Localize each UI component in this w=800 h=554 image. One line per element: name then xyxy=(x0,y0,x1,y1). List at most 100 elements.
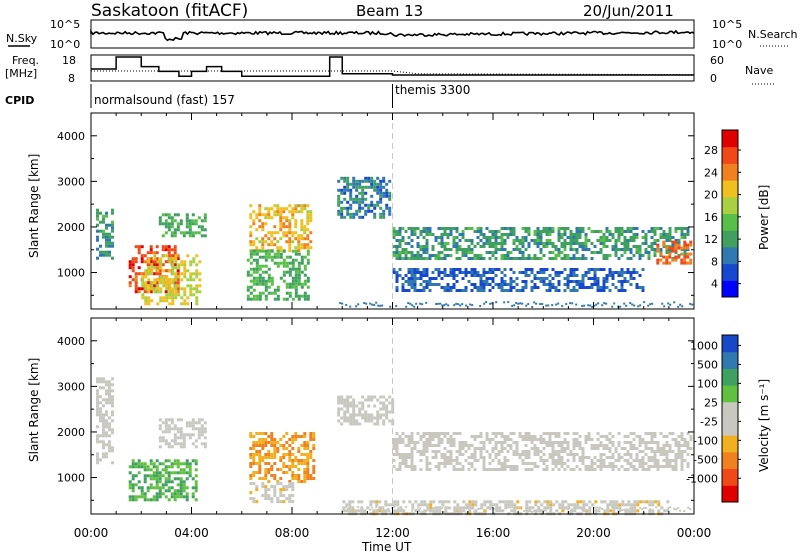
vel-colorbar-tick-label: 25 xyxy=(704,396,718,409)
vel-echo-cell xyxy=(441,500,445,504)
power-echo-cell xyxy=(422,286,426,289)
vel-echo-cell xyxy=(264,497,268,501)
power-colorbar-frame xyxy=(721,129,739,298)
power-echo-cell xyxy=(608,254,612,257)
vel-echo-cell xyxy=(671,459,675,462)
power-echo-cell xyxy=(192,260,196,264)
vel-echo-cell xyxy=(270,468,274,471)
power-echo-cell xyxy=(337,194,341,198)
power-echo-cell xyxy=(309,231,313,235)
vel-echo-cell xyxy=(134,498,138,502)
power-echo-cell xyxy=(300,285,304,289)
vel-echo-cell xyxy=(343,413,347,417)
vel-echo-cell xyxy=(388,395,392,399)
vel-echo-cell xyxy=(152,486,156,490)
vel-echo-cell xyxy=(665,435,669,438)
power-echo-cell xyxy=(449,268,453,271)
vel-echo-cell xyxy=(524,435,528,438)
vel-echo-cell xyxy=(615,506,618,509)
vel-echo-cell xyxy=(587,435,591,438)
power-echo-cell xyxy=(373,206,377,210)
vel-echo-cell xyxy=(279,468,283,471)
power-echo-cell xyxy=(346,176,350,180)
vel-echo-cell xyxy=(439,510,442,513)
power-echo-cell xyxy=(108,244,111,248)
vel-colorbar-swatch xyxy=(722,368,738,386)
vel-colorbar-tick-label: -1000 xyxy=(686,472,718,485)
power-echo-cell xyxy=(626,242,630,245)
vel-echo-cell xyxy=(446,456,450,459)
vel-echo-cell xyxy=(458,462,462,465)
vel-echo-cell xyxy=(449,450,453,453)
power-echo-cell xyxy=(294,252,298,256)
power-echo-cell xyxy=(144,275,148,279)
vel-echo-cell xyxy=(273,441,277,444)
power-echo-cell xyxy=(300,270,304,274)
vel-echo-cell xyxy=(105,392,108,396)
power-echo-cell xyxy=(264,240,268,244)
vel-echo-cell xyxy=(282,447,286,450)
vel-echo-cell xyxy=(288,450,292,453)
power-echo-cell xyxy=(99,253,102,257)
power-echo-cell xyxy=(437,302,440,305)
power-echo-cell xyxy=(428,227,432,230)
vel-echo-cell xyxy=(665,444,669,447)
vel-echo-cell xyxy=(449,441,453,444)
vel-echo-cell xyxy=(410,456,414,459)
power-echo-cell xyxy=(300,225,304,229)
vel-echo-cell xyxy=(173,471,177,475)
power-echo-cell xyxy=(611,233,615,236)
power-echo-cell xyxy=(638,286,642,289)
vel-echo-cell xyxy=(474,500,478,504)
power-echo-cell xyxy=(455,257,459,260)
power-echo-cell xyxy=(425,230,429,233)
power-echo-cell xyxy=(656,249,660,253)
power-echo-cell xyxy=(602,236,606,239)
power-echo-cell xyxy=(500,242,504,245)
vel-echo-cell xyxy=(639,506,642,509)
power-echo-cell xyxy=(542,245,546,248)
power-echo-cell xyxy=(647,254,651,257)
x-axis-label: Time UT xyxy=(361,540,412,554)
vel-echo-cell xyxy=(194,498,198,502)
vel-echo-cell xyxy=(146,465,150,469)
vel-echo-cell xyxy=(143,474,147,478)
vel-echo-cell xyxy=(443,456,447,459)
vel-echo-cell xyxy=(644,447,648,450)
power-echo-cell xyxy=(147,272,151,276)
vel-echo-cell xyxy=(354,509,358,513)
vel-echo-cell xyxy=(164,471,168,475)
vel-echo-cell xyxy=(255,450,259,453)
vel-echo-cell xyxy=(288,485,292,489)
power-echo-cell xyxy=(306,276,310,280)
power-echo-cell xyxy=(153,257,157,261)
vel-echo-cell xyxy=(392,459,396,462)
vel-echo-region xyxy=(249,432,316,483)
vel-echo-cell xyxy=(443,447,447,450)
power-echo-cell xyxy=(599,289,603,292)
power-echo-cell xyxy=(300,204,304,208)
vel-echo-cell xyxy=(340,395,344,399)
power-echo-cell xyxy=(404,274,408,277)
power-echo-cell xyxy=(572,236,576,239)
vel-echo-cell xyxy=(656,444,660,447)
vel-echo-cell xyxy=(470,456,474,459)
vel-echo-cell xyxy=(545,432,549,435)
vel-echo-cell xyxy=(515,441,519,444)
vel-echo-cell xyxy=(680,438,684,441)
power-echo-cell xyxy=(355,185,359,189)
vel-echo-cell xyxy=(620,447,624,450)
vel-echo-cell xyxy=(467,447,471,450)
vel-echo-cell xyxy=(554,435,558,438)
power-echo-cell xyxy=(183,260,187,264)
power-echo-cell xyxy=(291,282,295,286)
power-echo-cell xyxy=(355,212,359,216)
power-echo-cell xyxy=(365,302,368,305)
vel-echo-cell xyxy=(675,508,678,511)
power-echo-cell xyxy=(264,270,268,274)
vel-echo-cell xyxy=(252,441,256,444)
power-echo-cell xyxy=(137,248,141,252)
vel-echo-cell xyxy=(621,508,624,511)
power-echo-cell xyxy=(668,246,672,250)
